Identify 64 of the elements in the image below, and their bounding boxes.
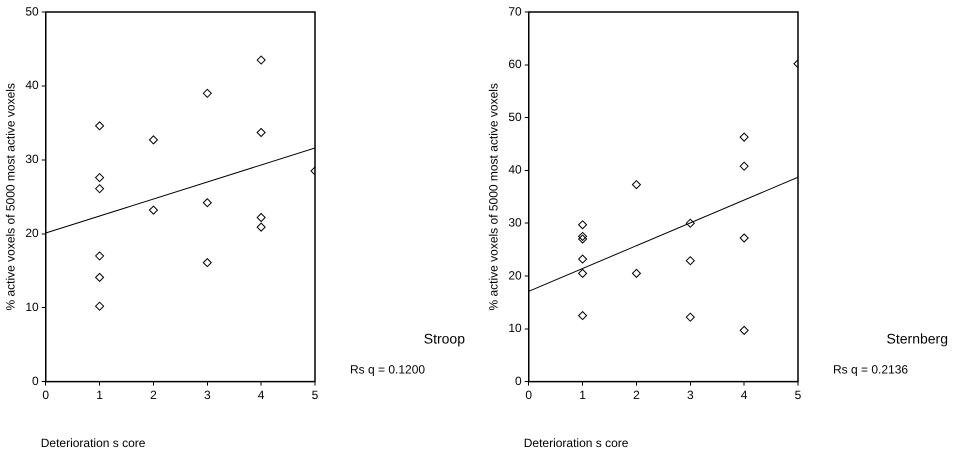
point bbox=[578, 311, 588, 320]
text: Rs q = 0.1200 bbox=[350, 362, 426, 377]
point bbox=[578, 254, 588, 264]
point bbox=[256, 222, 266, 232]
x-tick-label: 1 bbox=[96, 388, 104, 402]
x-axis-title: Deterioration s core bbox=[40, 436, 146, 450]
y-axis-title: % active voxels of 5000 most active voxels bbox=[486, 83, 501, 311]
x-tick-label: 2 bbox=[150, 388, 158, 402]
point bbox=[256, 56, 266, 65]
point bbox=[202, 198, 212, 208]
x-tick-label: 2 bbox=[633, 388, 640, 402]
point bbox=[95, 121, 104, 130]
point bbox=[95, 272, 104, 282]
x-axis-title: Deterioration s core bbox=[524, 436, 629, 450]
y-tick-label: 20 bbox=[25, 226, 40, 240]
point bbox=[686, 218, 695, 228]
point bbox=[740, 233, 749, 242]
point bbox=[686, 256, 695, 266]
y-tick-label: 60 bbox=[508, 57, 522, 72]
y-tick-label: 10 bbox=[508, 321, 522, 336]
x-tick-label: 5 bbox=[794, 388, 802, 402]
y-tick-label: 40 bbox=[25, 78, 40, 92]
point bbox=[148, 206, 158, 215]
point bbox=[578, 268, 588, 278]
point bbox=[202, 258, 212, 268]
point bbox=[202, 88, 212, 98]
x-tick-label: 0 bbox=[42, 388, 50, 402]
y-tick-label: 20 bbox=[508, 268, 522, 282]
point bbox=[256, 213, 266, 222]
point bbox=[95, 302, 104, 311]
point bbox=[95, 173, 104, 182]
text: Stroop bbox=[424, 330, 466, 347]
y-tick-label: 30 bbox=[25, 152, 40, 166]
y-tick-label: 0 bbox=[32, 374, 40, 388]
point bbox=[256, 128, 266, 137]
y-tick-label: 70 bbox=[508, 4, 522, 18]
y-tick-label: 40 bbox=[508, 162, 522, 177]
x-tick-label: 3 bbox=[204, 388, 211, 402]
y-tick-label: 0 bbox=[515, 374, 522, 388]
x-tick-label: 4 bbox=[258, 388, 265, 402]
point bbox=[632, 268, 641, 278]
x-tick-label: 5 bbox=[312, 388, 319, 402]
point bbox=[578, 232, 588, 241]
x-tick-label: 4 bbox=[740, 388, 748, 402]
point bbox=[686, 312, 695, 322]
x-tick-label: 3 bbox=[686, 388, 694, 402]
point bbox=[95, 251, 104, 260]
y-axis-title: % active voxels of 5000 most active voxels bbox=[4, 83, 18, 311]
x-tick-label: 1 bbox=[579, 388, 586, 402]
point bbox=[578, 234, 588, 244]
point bbox=[578, 220, 588, 230]
text: Sternberg bbox=[886, 330, 948, 347]
text: Rs q = 0.2136 bbox=[833, 362, 908, 377]
point bbox=[740, 326, 749, 335]
y-tick-label: 50 bbox=[508, 110, 522, 124]
x-tick-label: 0 bbox=[525, 388, 532, 402]
point bbox=[95, 184, 104, 194]
y-tick-label: 10 bbox=[25, 300, 40, 314]
point bbox=[148, 135, 158, 144]
point bbox=[632, 180, 641, 190]
point bbox=[740, 162, 749, 171]
point bbox=[740, 132, 749, 142]
y-tick-label: 50 bbox=[25, 4, 40, 18]
y-tick-label: 30 bbox=[508, 216, 522, 230]
